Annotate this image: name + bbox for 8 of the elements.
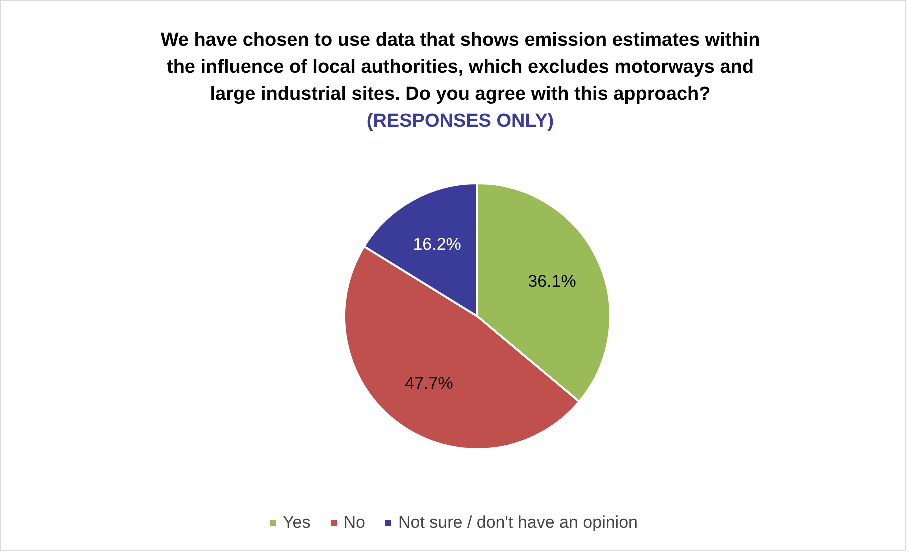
data-label: 47.7% xyxy=(405,374,454,393)
data-label: 16.2% xyxy=(413,234,462,254)
legend-label: Yes xyxy=(283,513,311,533)
chart-subtitle: (RESPONSES ONLY) xyxy=(366,111,554,132)
chart-title: We have chosen to use data that shows emission estimates within the influence of local authorities, which excludes motorways and large industrial sites. Do you agree with this approach? xyxy=(160,30,760,105)
data-label: 36.1% xyxy=(528,272,576,292)
legend-label: No xyxy=(344,513,366,533)
legend-label: Not sure / don't have an opinion xyxy=(398,513,638,533)
